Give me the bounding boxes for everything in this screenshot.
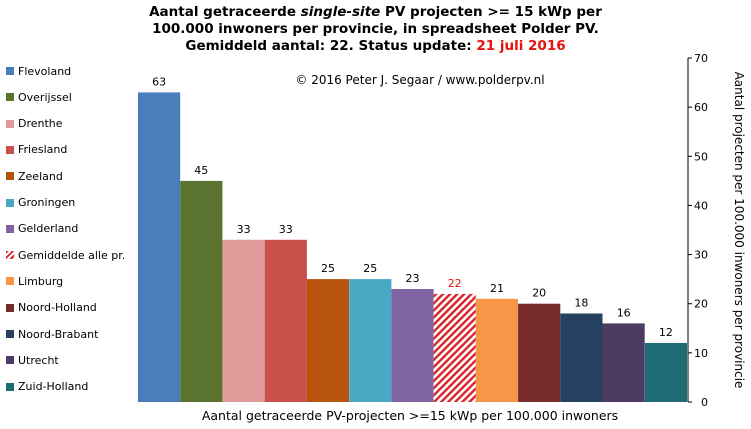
legend-item: Zuid-Holland [6, 380, 88, 394]
bar-flevoland [138, 92, 181, 403]
legend-swatch [6, 251, 14, 260]
chart-title: Aantal getraceerde single-site PV projec… [0, 4, 751, 55]
bar-value-label: 18 [574, 297, 588, 310]
bar-limburg [475, 298, 518, 402]
data-labels: 63 45 33 33 25 25 23 22 21 20 18 16 12 [152, 75, 673, 339]
bar-friesland [264, 239, 307, 402]
bar-value-label: 63 [152, 75, 166, 88]
y-tick-label: 30 [694, 249, 708, 262]
legend-label: Groningen [18, 196, 76, 209]
bar-gelderland [391, 289, 434, 402]
legend-swatch [6, 198, 14, 207]
bar-groningen [349, 279, 392, 402]
x-axis-label: Aantal getraceerde PV-projecten >=15 kWp… [201, 408, 619, 423]
legend-label: Utrecht [18, 353, 59, 367]
legend-label: Noord-Holland [18, 301, 97, 315]
legend-swatch [6, 119, 14, 128]
bar-value-label: 12 [659, 326, 673, 339]
legend-swatch [6, 330, 14, 338]
y-tick-label: 40 [694, 199, 708, 212]
legend-label: Gelderland [18, 222, 79, 236]
title-line-3: Gemiddeld aantal: 22. Status update: 21 … [185, 38, 566, 54]
legend-label: Flevoland [18, 64, 72, 78]
legend-swatch [6, 93, 14, 102]
legend-item: Friesland [6, 143, 67, 157]
legend-label: Zuid-Holland [18, 380, 89, 394]
legend-label: Limburg [18, 274, 64, 288]
legend-item: Flevoland [6, 64, 71, 78]
y-tick-label: 50 [694, 150, 708, 163]
legend-item: Noord-Holland [6, 301, 97, 315]
title-line-2: 100.000 inwoners per provincie, in sprea… [152, 21, 599, 37]
bar-value-label: 33 [237, 223, 251, 236]
title-line-1: Aantal getraceerde single-site PV projec… [149, 4, 602, 20]
y-tick-label: 60 [694, 101, 708, 114]
legend-label: Gemiddelde alle pr. [18, 248, 126, 262]
legend-item: Utrecht [6, 353, 59, 367]
copyright-text: © 2016 Peter J. Segaar / www.polderpv.nl [295, 73, 544, 87]
legend-label: Noord-Brabant [18, 327, 99, 341]
legend-swatch [6, 145, 14, 154]
bar-noord-holland [518, 303, 561, 402]
bar-value-label: 16 [617, 306, 631, 319]
bar-series [138, 92, 687, 403]
status-date: 21 juli 2016 [476, 38, 566, 54]
legend-swatch [6, 172, 14, 181]
bar-noord-brabant [560, 313, 603, 402]
bar-value-label: 21 [490, 282, 504, 295]
legend-swatch [6, 382, 14, 391]
y-tick-label: 70 [694, 52, 708, 65]
legend-item: Overijssel [6, 90, 72, 104]
bar-drenthe [222, 239, 265, 402]
legend-label: Friesland [18, 143, 68, 157]
bar-zuid-holland [644, 343, 687, 402]
bar-overijssel [180, 180, 223, 402]
y-tick-label: 10 [694, 347, 708, 360]
legend-item: Groningen [6, 196, 75, 210]
legend-label: Zeeland [18, 169, 63, 183]
y-axis-label: Aantal projecten per 100.000 inwoners pe… [732, 72, 746, 389]
legend-label: Drenthe [18, 117, 63, 131]
legend-item: Zeeland [6, 169, 63, 183]
legend-item: Noord-Brabant [6, 327, 98, 341]
legend-item: Gemiddelde alle pr. [6, 248, 125, 262]
legend-label: Overijssel [18, 90, 72, 104]
legend-item: Limburg [6, 274, 63, 288]
bar-value-label: 33 [279, 223, 293, 236]
bar-value-label: 22 [448, 277, 462, 290]
legend-swatch [6, 67, 14, 75]
bar-utrecht [602, 323, 645, 402]
bar-value-label: 23 [406, 272, 420, 285]
legend-item: Drenthe [6, 117, 63, 131]
bar-value-label: 25 [363, 262, 377, 275]
legend-swatch [6, 224, 14, 233]
legend-item: Gelderland [6, 222, 78, 236]
legend-swatch [6, 303, 14, 312]
y-tick-label: 0 [701, 396, 708, 409]
legend-swatch [6, 277, 14, 286]
y-tick-label: 20 [694, 298, 708, 311]
legend-swatch [6, 356, 14, 365]
bar-zeeland [306, 279, 350, 402]
bar-value-label: 20 [532, 287, 546, 300]
bar-gemiddelde-alle-pr [433, 293, 476, 402]
bar-value-label: 25 [321, 262, 335, 275]
y-axis-ticks: 0 10 20 30 40 50 60 70 [688, 52, 708, 409]
bar-value-label: 45 [194, 164, 208, 177]
